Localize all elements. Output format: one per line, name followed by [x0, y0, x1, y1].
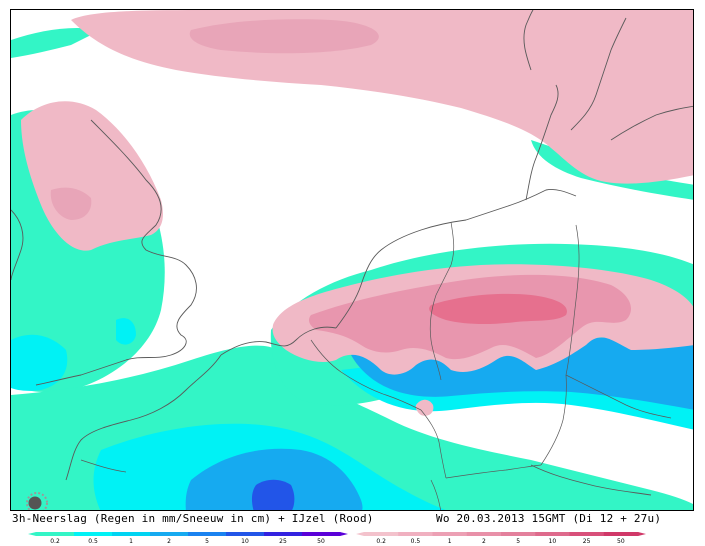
ice-legend-arrow-left: [356, 532, 364, 536]
coast-france-north: [220, 326, 337, 356]
ice-legend-swatch: [603, 532, 639, 536]
ice-legend: 0.2 0.5 1 2 5 10 25 50: [356, 529, 646, 545]
coast-germany-north: [465, 189, 577, 221]
valid-time: Wo 20.03.2013 15GMT (Di 12 + 27u): [436, 512, 662, 525]
rain-legend-tick-label: 0.5: [88, 538, 98, 545]
rain-legend-swatch: [226, 532, 265, 536]
border-de-cz: [565, 374, 672, 419]
country-borders: [80, 221, 672, 510]
rain-legend-tick-label: 1: [129, 538, 133, 545]
precipitation-map: [10, 9, 694, 511]
rain-legend-tick-label: 10: [241, 538, 249, 545]
coast-ireland: [11, 209, 24, 281]
rain-legend-swatch: [188, 532, 227, 536]
ice-legend-tick-label: 1: [448, 538, 452, 545]
border-fr-de: [420, 409, 447, 479]
map-title: 3h-Neerslag (Regen in mm/Sneeuw in cm) +…: [12, 512, 374, 525]
rain-legend-swatch: [112, 532, 151, 536]
border-de-at: [540, 374, 567, 466]
ice-legend-tick-label: 25: [583, 538, 591, 545]
rain-legend-arrow-left: [28, 532, 36, 536]
ice-field-dark: [429, 293, 567, 325]
coast-france-west: [65, 354, 222, 481]
border-fr-es: [80, 459, 127, 473]
ice-north: [71, 10, 693, 184]
ice-legend-tick-label: 50: [617, 538, 625, 545]
ice-legend-swatch: [398, 532, 433, 536]
rain-legend-swatch: [36, 532, 75, 536]
border-be-de: [429, 294, 442, 381]
rain-legend-swatch: [302, 532, 341, 536]
ice-legend-swatch: [466, 532, 502, 536]
coast-mediterranean: [530, 464, 652, 496]
rain-legend-bar: 0.2 0.5 1 2 5 10 25 50: [28, 532, 348, 545]
rain-strip-north: [11, 28, 101, 58]
rain-field-dark: [251, 479, 295, 510]
border-de-pl: [565, 224, 580, 376]
ice-legend-swatch: [364, 532, 399, 536]
border-fr-it: [430, 479, 441, 510]
border-de-ch: [445, 464, 542, 479]
rain-cyan-spot: [116, 318, 136, 345]
ice-legend-bar: 0.2 0.5 1 2 5 10 25 50: [356, 532, 646, 545]
rain-blue-south: [185, 448, 363, 510]
ice-mid-north: [189, 19, 379, 54]
coast-britain-east: [90, 119, 197, 361]
ice-dark-central: [429, 293, 567, 325]
rain-legend-tick-label: 2: [167, 538, 171, 545]
rain-cyan-west: [11, 334, 68, 391]
loading-spinner-icon: [26, 492, 48, 510]
ice-west: [21, 101, 163, 251]
border-be-fr: [310, 339, 422, 411]
rain-legend-swatch: [74, 532, 113, 536]
ice-spot: [415, 399, 434, 416]
ice-legend-swatch: [535, 532, 570, 536]
coast-norway: [523, 10, 534, 71]
rain-legend-tick-label: 0.2: [50, 538, 60, 545]
rain-legend-tick-label: 50: [317, 538, 325, 545]
rain-legend-swatch: [150, 532, 189, 536]
ice-legend-arrow-right: [638, 532, 646, 536]
ice-legend-swatch: [569, 532, 605, 536]
coastlines: [11, 10, 693, 496]
ice-legend-tick-label: 0.2: [376, 538, 386, 545]
coast-britain-south: [35, 359, 127, 386]
coast-baltic: [610, 105, 693, 141]
rain-legend-swatch: [264, 532, 303, 536]
border-nl-de: [435, 221, 455, 296]
ice-legend-tick-label: 10: [549, 538, 557, 545]
rain-legend-tick-label: 25: [279, 538, 287, 545]
coast-denmark: [525, 84, 559, 201]
ice-mid-west: [50, 187, 92, 220]
rain-legend: 0.2 0.5 1 2 5 10 25 50: [28, 529, 348, 545]
ice-legend-tick-label: 2: [482, 538, 486, 545]
ice-legend-swatch: [501, 532, 536, 536]
ice-legend-tick-label: 5: [516, 538, 520, 545]
ice-legend-swatch: [432, 532, 468, 536]
rain-legend-tick-label: 5: [205, 538, 209, 545]
map-canvas: [11, 10, 693, 510]
ice-legend-tick-label: 0.5: [411, 538, 421, 545]
coast-sweden: [570, 17, 627, 131]
rain-legend-arrow-right: [340, 532, 348, 536]
coast-netherlands: [335, 219, 467, 329]
rain-dark-south: [251, 479, 295, 510]
